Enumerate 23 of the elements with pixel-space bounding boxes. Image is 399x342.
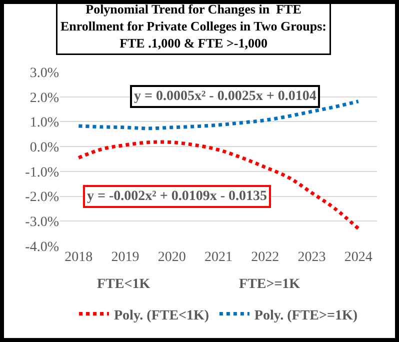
text: FTE<1K [97,277,150,292]
y-tick-label: -1.0% [25,165,60,180]
legend-label: Poly. (FTE>=1K) [254,308,358,324]
y-tick-label: 3.0% [30,66,60,81]
x-tick-label: 2024 [344,250,372,265]
x-tick-label: 2019 [111,250,140,265]
y-tick-label: -2.0% [25,190,60,206]
y-tick-label: 1.0% [30,116,60,131]
x-tick-label: 2018 [64,250,93,265]
annotation: y = 0.0005x² - 0.0025x + 0.0104 [134,89,316,104]
y-tick-label: 2.0% [30,90,60,106]
line-series [76,140,360,230]
y-tick-label: -3.0% [25,215,60,230]
annotation: y = -0.002x² + 0.0109x - 0.0135 [87,189,267,204]
legend-label: Poly. (FTE<1K) [114,308,210,324]
x-tick-label: 2022 [251,250,280,265]
y-tick-label: -4.0% [25,240,60,255]
chart-title: Polynomial Trend for Changes in FTE Enrollment for Private Colleges in Two Groups: FTE .1,000 & FTE >-1,000 [60,2,327,50]
x-tick-label: 2021 [204,250,232,265]
y-tick-label: 0.0% [30,140,60,156]
x-tick-label: 2020 [158,250,186,265]
text: FTE>=1K [239,277,300,292]
x-tick-label: 2023 [298,250,326,265]
